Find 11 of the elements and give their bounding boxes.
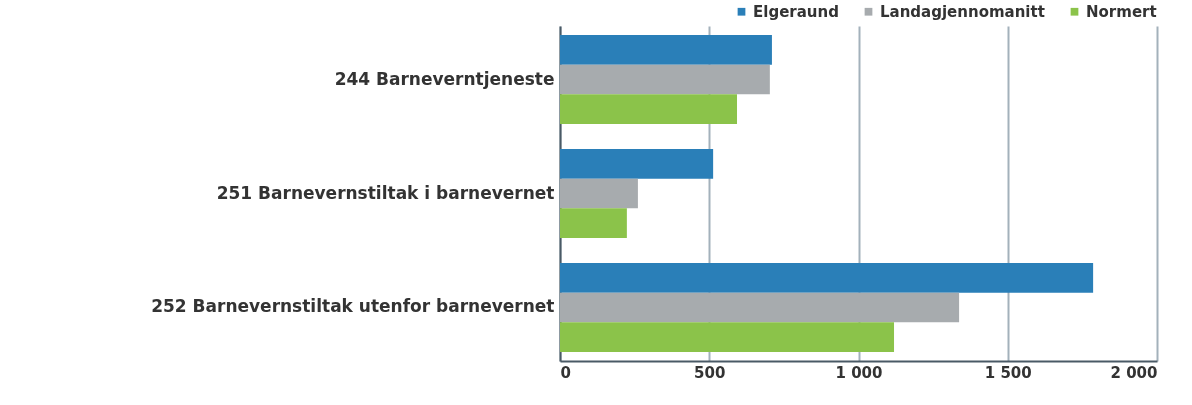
- legend-label: Landagjennomanitt: [880, 2, 1045, 21]
- x-tick-label: 1 500: [984, 363, 1032, 382]
- x-tick-label: 1 000: [835, 363, 883, 382]
- y-tick-label: 251 Barnevernstiltak i barnevernet: [216, 182, 555, 203]
- x-tick-label: 0: [560, 363, 571, 382]
- legend-label: Normert: [1086, 2, 1157, 21]
- x-tick-label: 2 000: [1110, 363, 1158, 382]
- y-tick-label: 252 Barnevernstiltak utenfor barnevernet: [151, 296, 555, 317]
- legend-label: Elgeraund: [753, 2, 839, 21]
- x-tick-label: 500: [694, 363, 726, 382]
- y-tick-label: 244 Barneverntjeneste: [334, 68, 555, 89]
